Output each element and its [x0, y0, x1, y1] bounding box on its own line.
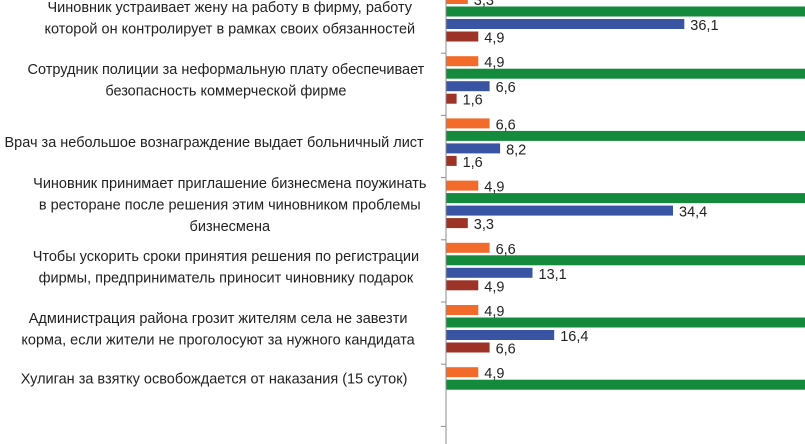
bar-darkred-6	[446, 342, 490, 353]
category-label-line: Чиновник принимает приглашение бизнесмен…	[33, 176, 426, 192]
bar-green-4	[446, 193, 805, 204]
data-label: 1,6	[463, 93, 483, 109]
data-label: 3,3	[474, 217, 494, 233]
bar-orange-5	[446, 242, 490, 253]
data-label: 6,6	[496, 117, 516, 133]
data-label: 8,2	[506, 142, 526, 158]
bar-darkred-4	[446, 218, 468, 229]
data-label: 4,9	[484, 304, 504, 320]
bar-green-5	[446, 255, 805, 266]
category-label-line: которой он контролирует в рамках своих о…	[44, 22, 415, 38]
bar-darkred-5	[446, 280, 479, 291]
category-label: Сотрудник полиции за неформальную плату …	[27, 62, 424, 100]
category-label: Чиновник устраивает жену на работу в фир…	[44, 0, 415, 38]
bars	[446, 0, 805, 390]
value-labels: 3,355,736,14,94,986,96,61,66,683,68,21,6…	[463, 0, 719, 382]
category-label: Чиновник принимает приглашение бизнесмен…	[33, 176, 426, 235]
data-label: 3,3	[474, 0, 494, 9]
category-label-line: корма, если жители не проголосуют за нуж…	[21, 333, 415, 349]
bar-blue-4	[446, 205, 673, 216]
bar-darkred-3	[446, 155, 457, 166]
category-label: Хулиган за взятку освобождается от наказ…	[21, 372, 408, 388]
bar-green-7	[446, 379, 805, 390]
category-label-line: бизнесмена	[190, 219, 271, 235]
data-label: 13,1	[539, 267, 567, 283]
category-label: Врач за небольшое вознаграждение выдает …	[4, 135, 424, 151]
bar-green-3	[446, 130, 805, 141]
bar-orange-4	[446, 180, 479, 191]
bar-blue-5	[446, 267, 533, 278]
data-label: 16,4	[560, 329, 588, 345]
category-label-line: Врач за небольшое вознаграждение выдает …	[4, 135, 424, 151]
bar-blue-2	[446, 81, 490, 92]
category-label-line: Чтобы ускорить сроки принятия решения по…	[33, 249, 419, 265]
bar-orange-1	[446, 0, 468, 4]
data-label: 4,9	[484, 180, 504, 196]
category-label-line: безопасность коммерческой фирме	[105, 84, 346, 100]
category-label-line: в ресторане после решения этим чиновнико…	[39, 197, 421, 213]
data-label: 1,6	[463, 155, 483, 171]
bar-green-2	[446, 68, 805, 79]
bar-orange-2	[446, 56, 479, 67]
bar-green-6	[446, 317, 805, 328]
data-label: 4,9	[484, 366, 504, 382]
bar-darkred-2	[446, 93, 457, 104]
category-label-line: Сотрудник полиции за неформальную плату …	[27, 62, 424, 78]
bar-darkred-1	[446, 31, 479, 42]
data-label: 4,9	[484, 31, 504, 47]
data-label: 6,6	[496, 242, 516, 258]
bar-blue-6	[446, 330, 555, 340]
category-label-line: Хулиган за взятку освобождается от наказ…	[21, 372, 408, 388]
bar-orange-7	[446, 367, 479, 378]
category-label: Администрация района грозит жителям села…	[21, 311, 415, 349]
category-label: Чтобы ускорить сроки принятия решения по…	[33, 249, 419, 287]
data-label: 4,9	[484, 279, 504, 295]
bar-blue-3	[446, 143, 501, 154]
category-label-line: Администрация района грозит жителям села…	[29, 311, 408, 327]
bar-blue-1	[446, 19, 685, 29]
category-labels: Чиновник устраивает жену на работу в фир…	[4, 0, 426, 388]
data-label: 6,6	[496, 80, 516, 96]
bar-orange-3	[446, 118, 490, 129]
data-label: 4,9	[484, 55, 504, 71]
bar-orange-6	[446, 305, 479, 315]
data-label: 36,1	[690, 18, 718, 34]
category-axis	[441, 0, 447, 444]
data-label: 34,4	[679, 205, 707, 221]
category-label-line: фирмы, предприниматель приносит чиновник…	[39, 270, 414, 286]
bar-green-1	[446, 6, 805, 17]
data-label: 6,6	[496, 342, 516, 358]
category-label-line: Чиновник устраивает жену на работу в фир…	[48, 0, 413, 16]
